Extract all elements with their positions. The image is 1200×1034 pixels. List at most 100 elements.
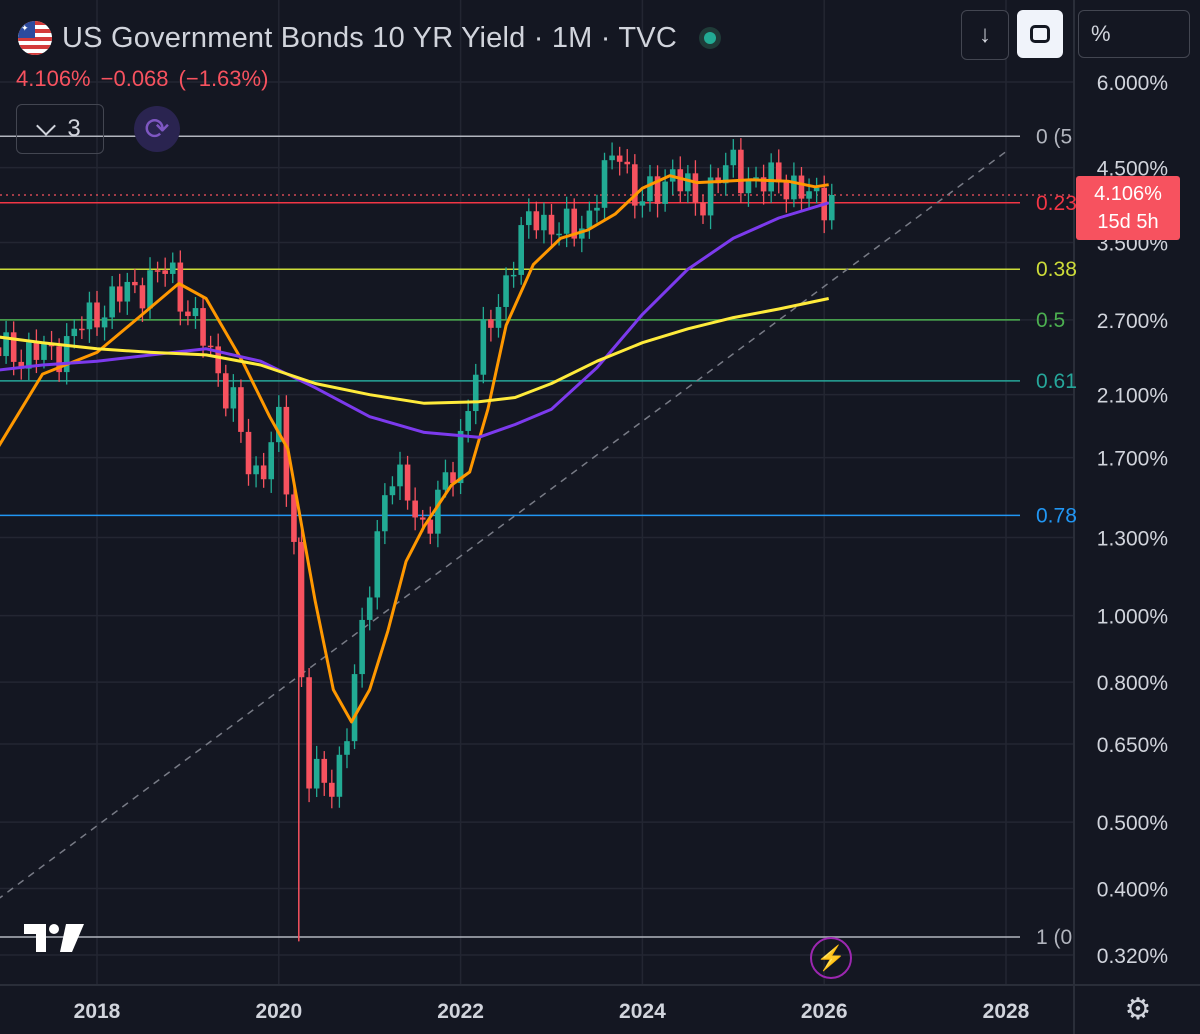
candle-body xyxy=(351,674,358,742)
candle-body xyxy=(79,328,85,331)
candle-body xyxy=(722,165,729,184)
candle-body xyxy=(541,214,547,231)
download-icon: ↓ xyxy=(979,21,991,48)
candle-body xyxy=(677,169,684,192)
price-axis-label: 6.000% xyxy=(1097,72,1168,95)
chevron-down-icon xyxy=(36,116,57,136)
candle-body xyxy=(185,311,191,317)
candle-body xyxy=(56,346,62,373)
candle-body xyxy=(359,619,365,675)
candle-body xyxy=(298,541,305,678)
badge-price: 4.106% xyxy=(1094,183,1162,205)
candle-body xyxy=(245,431,252,475)
price-axis-label: 4.500% xyxy=(1097,158,1168,181)
candle-body xyxy=(488,319,494,328)
price-change-line: 4.106% −0.068 (−1.63%) xyxy=(16,66,278,92)
candle-body xyxy=(230,387,237,409)
candle-body xyxy=(548,214,555,235)
price-axis: 6.000%4.500%3.500%2.700%2.100%1.700%1.30… xyxy=(1097,72,1168,968)
candle-body xyxy=(594,207,600,211)
candle-body xyxy=(533,211,540,231)
candle-body xyxy=(503,275,509,307)
candle-body xyxy=(632,164,638,206)
candle-body xyxy=(616,155,623,162)
candle-body xyxy=(366,597,373,620)
candle-body xyxy=(389,486,396,496)
candle-body xyxy=(730,149,737,166)
candle-body xyxy=(94,302,100,328)
candle-body xyxy=(806,191,812,199)
candle-body xyxy=(525,211,532,226)
candle-body xyxy=(200,308,206,346)
candle-body xyxy=(268,442,275,480)
candle-body xyxy=(783,182,790,200)
fib-level-label: 0.61 xyxy=(1036,370,1077,393)
candle-body xyxy=(745,179,752,194)
moving-average-line xyxy=(0,297,830,405)
candle-body xyxy=(472,374,479,412)
time-axis-label: 2024 xyxy=(619,1000,666,1023)
candle-body xyxy=(283,406,290,495)
candle-body xyxy=(177,262,184,312)
candle-body xyxy=(563,208,570,234)
candle-body xyxy=(313,758,320,789)
moving-average-line xyxy=(0,201,830,439)
candle-body xyxy=(147,270,153,309)
settings-icon[interactable]: ⚙ xyxy=(1124,993,1152,1026)
sync-icon[interactable]: ⟳ xyxy=(134,106,180,152)
tradingview-logo xyxy=(24,924,84,952)
candle-body xyxy=(3,332,9,357)
trend-line xyxy=(0,150,1007,899)
lightning-icon[interactable]: ⚡ xyxy=(810,937,852,979)
price-axis-label: 1.000% xyxy=(1097,606,1168,629)
candle-body xyxy=(654,176,661,204)
price-axis-label: 0.650% xyxy=(1097,734,1168,757)
candle-body xyxy=(116,286,123,302)
candle-body xyxy=(321,758,328,783)
badge-countdown: 15d 5h xyxy=(1097,211,1159,233)
candle-body xyxy=(276,406,282,443)
candle-body xyxy=(450,472,456,484)
candle-body xyxy=(624,161,631,165)
indicators-toggle-button[interactable]: 3 xyxy=(16,104,104,154)
candle-body xyxy=(738,149,744,194)
candle-body xyxy=(828,194,835,221)
download-button[interactable]: ↓ xyxy=(961,10,1009,60)
symbol-title[interactable]: US Government Bonds 10 YR Yield · 1M · T… xyxy=(62,21,677,54)
candle-body xyxy=(700,202,706,216)
candle-body xyxy=(412,500,418,518)
fib-level-label: 0 (5 xyxy=(1036,125,1072,148)
candle-body xyxy=(685,173,691,192)
candle-body xyxy=(336,754,343,797)
fullscreen-button[interactable] xyxy=(1017,10,1063,58)
price-change-percent: (−1.63%) xyxy=(178,66,269,91)
price-axis-label: 0.320% xyxy=(1097,945,1168,968)
candle-body xyxy=(662,181,668,204)
time-axis-label: 2022 xyxy=(437,1000,484,1023)
last-price-badge: 4.106% 15d 5h xyxy=(1076,176,1180,240)
candle-body xyxy=(291,494,297,542)
indicator-count: 3 xyxy=(67,115,81,142)
time-axis: 2018 2020 2022 2024 2026 2028 xyxy=(74,1000,1030,1023)
candle-body xyxy=(639,201,646,206)
fib-level-label: 0.5 xyxy=(1036,309,1065,332)
scale-mode-button[interactable]: % xyxy=(1078,10,1190,58)
candle-body xyxy=(775,162,782,183)
market-open-icon xyxy=(698,27,721,49)
candle-body xyxy=(253,465,259,475)
candle-body xyxy=(798,175,805,199)
fib-level-label: 0.38 xyxy=(1036,258,1077,281)
candle-body xyxy=(162,270,168,274)
moving-averages xyxy=(0,174,830,724)
price-axis-label: 0.800% xyxy=(1097,672,1168,695)
fib-level-label: 1 (0 xyxy=(1036,926,1072,949)
candle-body xyxy=(753,177,759,180)
last-price: 4.106% xyxy=(16,66,91,91)
time-axis-label: 2026 xyxy=(801,1000,848,1023)
price-axis-label: 0.400% xyxy=(1097,879,1168,902)
candle-body xyxy=(124,281,131,302)
candle-body xyxy=(71,328,78,337)
candle-body xyxy=(10,332,17,362)
